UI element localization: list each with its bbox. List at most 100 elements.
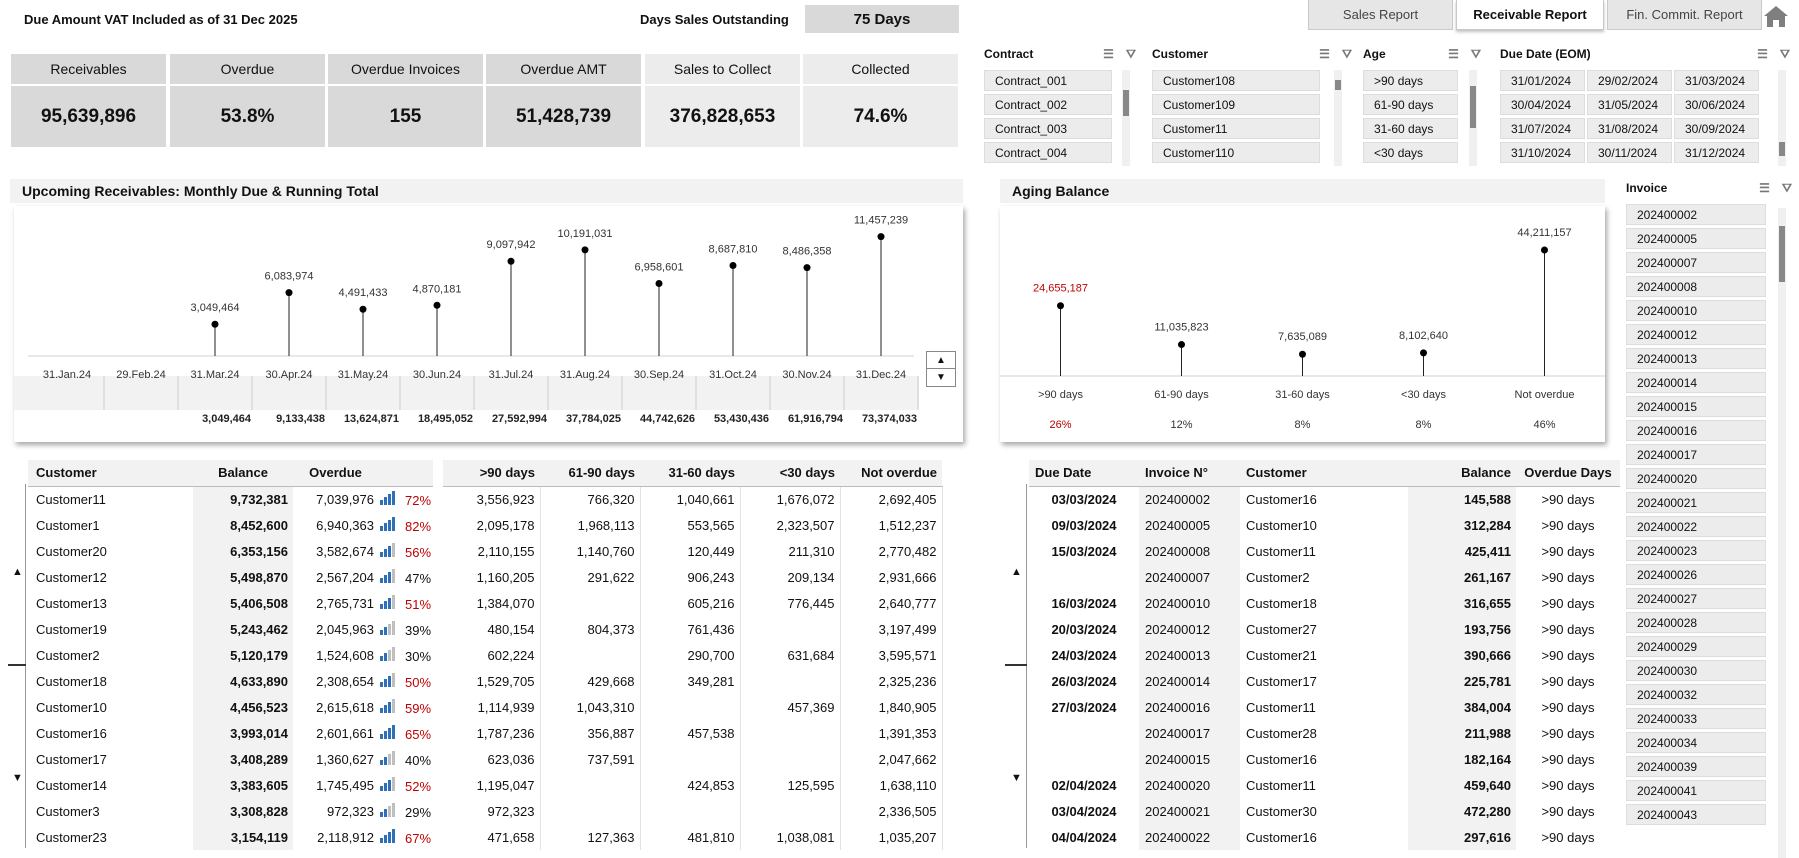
table-row[interactable]: Customer19 5,243,462 2,045,963 39% 480,154 80… — [28, 616, 943, 642]
scroll-down-icon[interactable]: ▼ — [12, 772, 23, 784]
slicer-item[interactable]: >90 days — [1363, 70, 1458, 91]
multi-select-icon[interactable]: ☰ — [1759, 180, 1770, 195]
slicer-scrollbar[interactable] — [1778, 70, 1786, 166]
slicer-item[interactable]: 202400010 — [1626, 300, 1766, 321]
column-header[interactable]: Overdue Days — [1516, 460, 1620, 487]
scroll-up-icon[interactable]: ▲ — [12, 566, 23, 578]
table-row[interactable]: Customer1 8,452,600 6,940,363 82% 2,095,178 1… — [28, 512, 943, 538]
slicer-item[interactable]: Contract_002 — [984, 94, 1112, 115]
slicer-item[interactable]: 202400012 — [1626, 324, 1766, 345]
slicer-item[interactable]: 202400023 — [1626, 540, 1766, 561]
table-row[interactable]: Customer3 3,308,828 972,323 29% 972,323 2,336… — [28, 798, 943, 824]
slicer-item[interactable]: 202400026 — [1626, 564, 1766, 585]
slicer-item[interactable]: 31/07/2024 — [1500, 118, 1585, 139]
slicer-item[interactable]: 30/06/2024 — [1674, 94, 1759, 115]
table-row[interactable]: 202400017 Customer28 211,988 >90 days — [1029, 720, 1620, 746]
tab-fin-commit-report[interactable]: Fin. Commit. Report — [1607, 0, 1762, 30]
slicer-item[interactable]: 202400030 — [1626, 660, 1766, 681]
clear-filter-icon[interactable]: ⛛ — [1779, 46, 1790, 61]
slicer-item[interactable]: 202400041 — [1626, 780, 1766, 801]
clear-filter-icon[interactable]: ⛛ — [1125, 46, 1136, 61]
slicer-item[interactable]: 202400008 — [1626, 276, 1766, 297]
column-header[interactable]: 61-90 days — [540, 460, 640, 487]
slicer-item[interactable]: Customer108 — [1152, 70, 1320, 91]
slicer-item[interactable]: 30/09/2024 — [1674, 118, 1759, 139]
table-row[interactable]: 202400007 Customer2 261,167 >90 days — [1029, 564, 1620, 590]
slicer-item[interactable]: 31/12/2024 — [1674, 142, 1759, 163]
table-row[interactable]: Customer10 4,456,523 2,615,618 59% 1,114,939… — [28, 694, 943, 720]
multi-select-icon[interactable]: ☰ — [1319, 46, 1330, 61]
table-row[interactable]: 02/04/2024 202400020 Customer11 459,640 >90 … — [1029, 772, 1620, 798]
table-row[interactable]: 16/03/2024 202400010 Customer18 316,655 >90 … — [1029, 590, 1620, 616]
multi-select-icon[interactable]: ☰ — [1103, 46, 1114, 61]
column-header[interactable]: 31-60 days — [640, 460, 740, 487]
table-row[interactable]: 27/03/2024 202400016 Customer11 384,004 >90 … — [1029, 694, 1620, 720]
table-row[interactable]: 20/03/2024 202400012 Customer27 193,756 >90 … — [1029, 616, 1620, 642]
slicer-item[interactable]: 202400020 — [1626, 468, 1766, 489]
column-header[interactable]: Customer — [1240, 460, 1408, 487]
table-row[interactable]: 04/04/2024 202400022 Customer16 297,616 >90 … — [1029, 824, 1620, 850]
slicer-scrollbar[interactable] — [1469, 70, 1477, 166]
scroll-up-icon[interactable]: ▲ — [927, 352, 955, 369]
column-header[interactable]: Balance — [193, 460, 293, 487]
slicer-item[interactable]: 202400013 — [1626, 348, 1766, 369]
slicer-scrollbar[interactable] — [1122, 70, 1130, 166]
slicer-item[interactable]: <30 days — [1363, 142, 1458, 163]
slicer-item[interactable]: 30/04/2024 — [1500, 94, 1585, 115]
slicer-item[interactable]: 202400016 — [1626, 420, 1766, 441]
slicer-item[interactable]: 202400005 — [1626, 228, 1766, 249]
clear-filter-icon[interactable]: ⛛ — [1781, 180, 1792, 195]
table-row[interactable]: 03/04/2024 202400021 Customer30 472,280 >90 … — [1029, 798, 1620, 824]
slicer-item[interactable]: 202400034 — [1626, 732, 1766, 753]
column-header[interactable]: <30 days — [740, 460, 840, 487]
slicer-item[interactable]: Customer11 — [1152, 118, 1320, 139]
tab-receivable-report[interactable]: Receivable Report — [1456, 0, 1604, 30]
column-header[interactable]: Not overdue — [840, 460, 942, 487]
column-header[interactable]: Customer — [28, 460, 193, 487]
table-row[interactable]: Customer17 3,408,289 1,360,627 40% 623,036 73… — [28, 746, 943, 772]
slicer-item[interactable]: 31-60 days — [1363, 118, 1458, 139]
table-row[interactable]: 09/03/2024 202400005 Customer10 312,284 >90 … — [1029, 512, 1620, 538]
table-row[interactable]: Customer2 5,120,179 1,524,608 30% 602,224 290… — [28, 642, 943, 668]
multi-select-icon[interactable]: ☰ — [1757, 46, 1768, 61]
scroll-down-icon[interactable]: ▼ — [936, 372, 946, 383]
scroll-up-icon[interactable]: ▲ — [1011, 566, 1022, 578]
column-header[interactable]: Invoice N° — [1139, 460, 1240, 487]
home-icon[interactable] — [1760, 2, 1792, 30]
slicer-item[interactable]: 202400029 — [1626, 636, 1766, 657]
slicer-item[interactable]: 31/01/2024 — [1500, 70, 1585, 91]
column-header[interactable]: Overdue — [293, 460, 378, 487]
table-row[interactable]: Customer20 6,353,156 3,582,674 56% 2,110,155… — [28, 538, 943, 564]
table-row[interactable]: Customer18 4,633,890 2,308,654 50% 1,529,705… — [28, 668, 943, 694]
slicer-item[interactable]: Contract_003 — [984, 118, 1112, 139]
multi-select-icon[interactable]: ☰ — [1448, 46, 1459, 61]
slicer-item[interactable]: Customer109 — [1152, 94, 1320, 115]
slicer-item[interactable]: 202400032 — [1626, 684, 1766, 705]
slicer-item[interactable]: 202400027 — [1626, 588, 1766, 609]
tab-sales-report[interactable]: Sales Report — [1308, 0, 1453, 30]
slicer-item[interactable]: 31/10/2024 — [1500, 142, 1585, 163]
scroll-down-icon[interactable]: ▼ — [1011, 772, 1022, 784]
slicer-item[interactable]: 31/03/2024 — [1674, 70, 1759, 91]
slicer-item[interactable]: Contract_001 — [984, 70, 1112, 91]
slicer-scrollbar[interactable] — [1778, 208, 1786, 858]
slicer-item[interactable]: 30/11/2024 — [1587, 142, 1672, 163]
slicer-item[interactable]: 31/05/2024 — [1587, 94, 1672, 115]
column-header[interactable]: >90 days — [433, 460, 540, 487]
table-row[interactable]: 202400015 Customer16 182,164 >90 days — [1029, 746, 1620, 772]
slicer-item[interactable]: 202400039 — [1626, 756, 1766, 777]
table-row[interactable]: 03/03/2024 202400002 Customer16 145,588 >90 … — [1029, 486, 1620, 512]
table-row[interactable]: Customer23 3,154,119 2,118,912 67% 471,658 12… — [28, 824, 943, 850]
slicer-item[interactable]: 202400015 — [1626, 396, 1766, 417]
column-header[interactable]: Balance — [1408, 460, 1516, 487]
cust-table-scrollbar[interactable]: ▲ ▼ — [8, 484, 26, 848]
slicer-item[interactable]: 202400022 — [1626, 516, 1766, 537]
clear-filter-icon[interactable]: ⛛ — [1341, 46, 1352, 61]
slicer-item[interactable]: 202400007 — [1626, 252, 1766, 273]
slicer-item[interactable]: 61-90 days — [1363, 94, 1458, 115]
inv-table-scrollbar[interactable]: ▲ ▼ — [1005, 484, 1027, 848]
table-row[interactable]: Customer13 5,406,508 2,765,731 51% 1,384,070… — [28, 590, 943, 616]
clear-filter-icon[interactable]: ⛛ — [1470, 46, 1481, 61]
slicer-item[interactable]: 31/08/2024 — [1587, 118, 1672, 139]
table-row[interactable]: Customer16 3,993,014 2,601,661 65% 1,787,236… — [28, 720, 943, 746]
